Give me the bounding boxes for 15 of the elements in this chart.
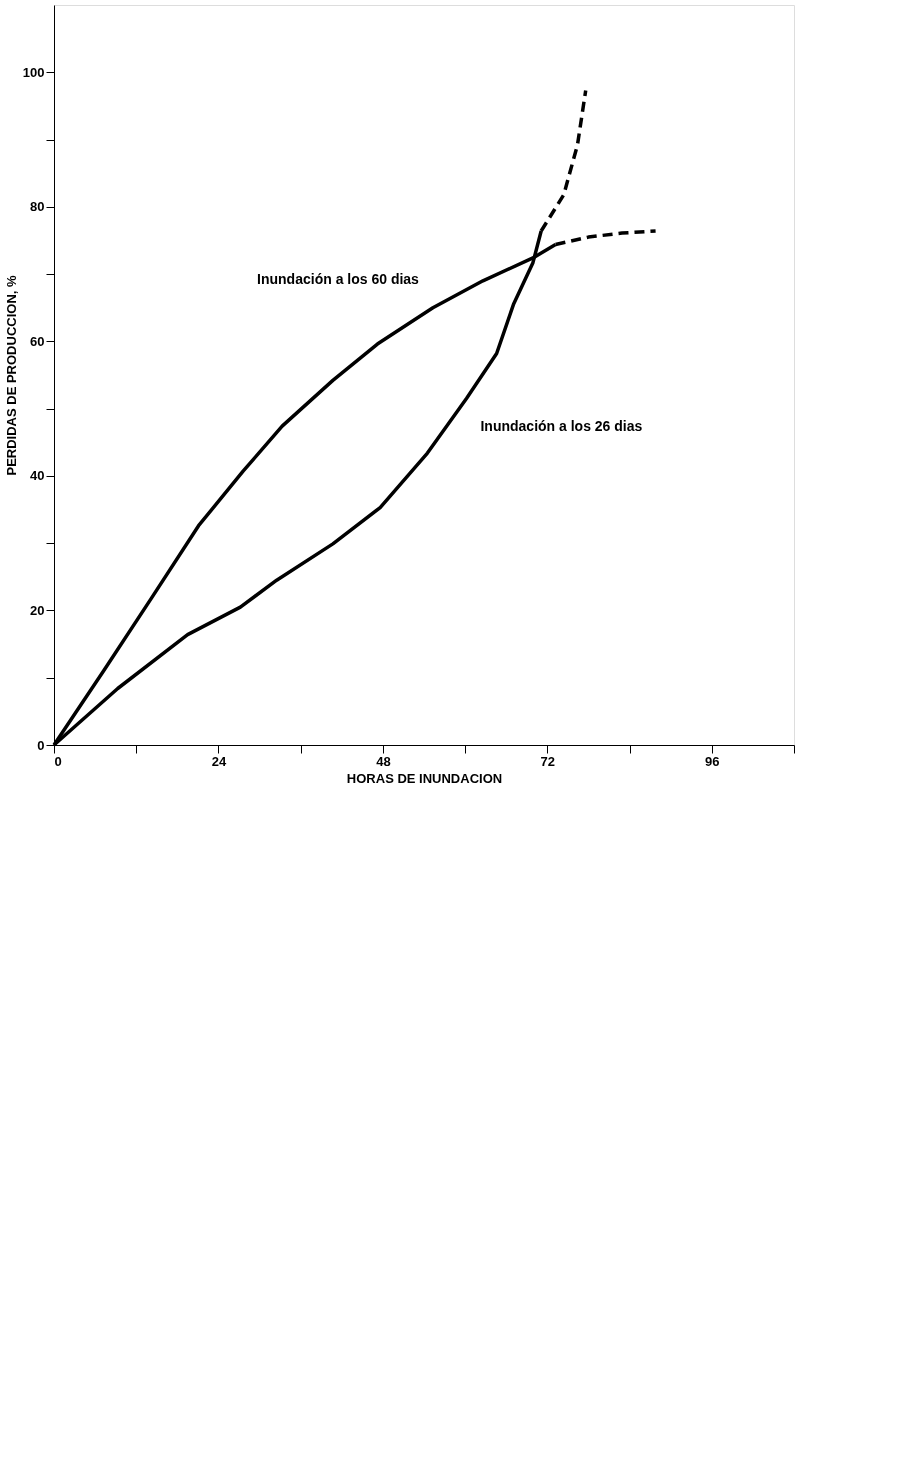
y-tick-label: 0 xyxy=(37,737,45,753)
x-axis-title: HORAS DE INUNDACION xyxy=(346,770,503,786)
y-tick-label: 60 xyxy=(30,333,45,349)
x-tick-label: 96 xyxy=(705,753,720,769)
y-axis-title: PERDIDAS DE PRODUCCION, % xyxy=(3,275,19,476)
y-tick-label: 40 xyxy=(30,468,45,484)
x-tick-label: 48 xyxy=(376,753,391,769)
x-tick-label: 0 xyxy=(54,753,62,769)
series-label: Inundación a los 60 dias xyxy=(257,270,420,287)
y-tick-label: 100 xyxy=(22,64,45,80)
series-label: Inundación a los 26 dias xyxy=(480,417,643,434)
y-tick-label: 80 xyxy=(30,199,45,215)
y-tick-label: 20 xyxy=(30,602,45,618)
x-tick-label: 72 xyxy=(540,753,556,769)
x-tick-label: 24 xyxy=(211,753,227,769)
